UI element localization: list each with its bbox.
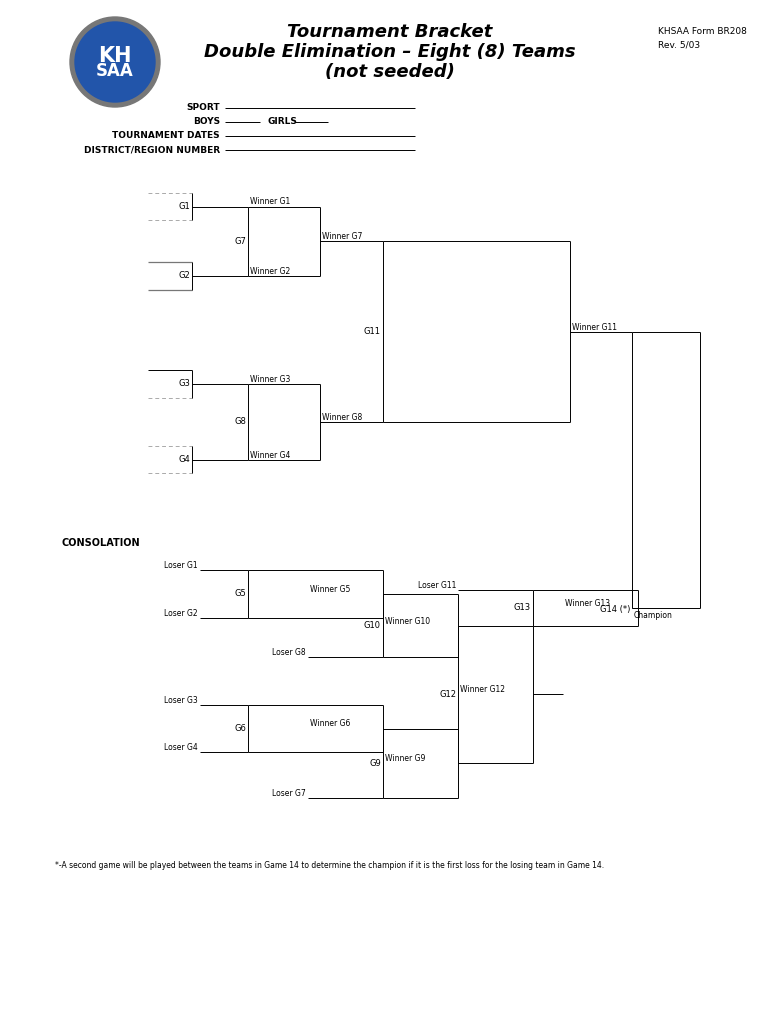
- Text: Loser G2: Loser G2: [164, 609, 198, 618]
- Text: Winner G2: Winner G2: [250, 267, 290, 276]
- Text: Loser G8: Loser G8: [273, 648, 306, 657]
- Text: Winner G4: Winner G4: [250, 451, 290, 460]
- Text: Loser G1: Loser G1: [164, 561, 198, 570]
- Text: SPORT: SPORT: [186, 103, 220, 113]
- Text: Tournament Bracket: Tournament Bracket: [287, 23, 493, 41]
- Text: G12: G12: [439, 690, 456, 698]
- Text: Winner G3: Winner G3: [250, 375, 290, 384]
- Text: Winner G11: Winner G11: [572, 323, 617, 332]
- Text: G14 (*): G14 (*): [600, 605, 630, 613]
- Text: Double Elimination – Eight (8) Teams: Double Elimination – Eight (8) Teams: [204, 43, 576, 61]
- Text: G3: G3: [178, 380, 190, 388]
- Text: G1: G1: [178, 202, 190, 211]
- Text: CONSOLATION: CONSOLATION: [62, 538, 141, 548]
- Text: G6: G6: [234, 724, 246, 733]
- Text: Winner G9: Winner G9: [385, 755, 425, 763]
- Text: Loser G7: Loser G7: [273, 790, 306, 798]
- Text: G10: G10: [364, 621, 381, 630]
- Text: TOURNAMENT DATES: TOURNAMENT DATES: [112, 131, 220, 140]
- Text: KH: KH: [99, 46, 132, 66]
- Text: Winner G12: Winner G12: [460, 685, 505, 694]
- Text: Rev. 5/03: Rev. 5/03: [658, 41, 700, 49]
- Text: Winner G7: Winner G7: [322, 232, 363, 242]
- Text: KHSAA Form BR208: KHSAA Form BR208: [658, 28, 747, 37]
- Text: G11: G11: [364, 327, 381, 336]
- Text: GIRLS: GIRLS: [268, 118, 298, 127]
- Text: Winner G13: Winner G13: [565, 599, 610, 608]
- Text: BOYS: BOYS: [192, 118, 220, 127]
- Text: *-A second game will be played between the teams in Game 14 to determine the cha: *-A second game will be played between t…: [55, 860, 604, 869]
- Text: Winner G1: Winner G1: [250, 198, 290, 207]
- Text: G9: G9: [370, 759, 381, 768]
- Text: DISTRICT/REGION NUMBER: DISTRICT/REGION NUMBER: [84, 145, 220, 155]
- Circle shape: [70, 17, 160, 106]
- Text: G13: G13: [514, 603, 531, 612]
- Text: G5: G5: [234, 590, 246, 598]
- Text: G7: G7: [234, 237, 246, 246]
- Text: Loser G3: Loser G3: [164, 696, 198, 705]
- Text: G8: G8: [234, 417, 246, 426]
- Text: G2: G2: [178, 271, 190, 281]
- Text: Loser G4: Loser G4: [164, 743, 198, 752]
- Text: Winner G8: Winner G8: [322, 413, 362, 422]
- Text: Loser G11: Loser G11: [417, 581, 456, 590]
- Text: Winner G6: Winner G6: [310, 720, 350, 728]
- Text: (not seeded): (not seeded): [325, 63, 455, 81]
- Text: Champion: Champion: [634, 610, 673, 620]
- Text: SAA: SAA: [96, 62, 134, 80]
- Text: Winner G10: Winner G10: [385, 616, 430, 626]
- Circle shape: [75, 22, 155, 102]
- Text: Winner G5: Winner G5: [310, 585, 350, 594]
- Text: G4: G4: [178, 455, 190, 464]
